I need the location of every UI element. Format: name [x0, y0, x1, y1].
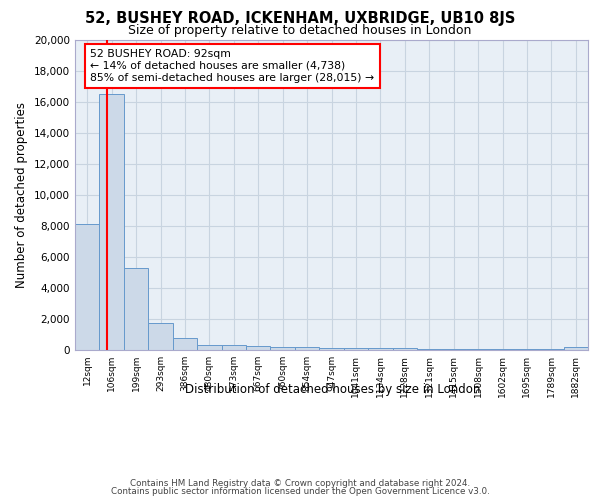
Text: Distribution of detached houses by size in London: Distribution of detached houses by size … — [185, 382, 481, 396]
Bar — [148, 323, 173, 350]
Bar — [490, 349, 515, 350]
Bar — [466, 349, 490, 350]
Bar — [344, 348, 368, 350]
Bar — [75, 224, 100, 350]
Bar — [417, 348, 442, 350]
Bar — [515, 349, 539, 350]
Text: Size of property relative to detached houses in London: Size of property relative to detached ho… — [128, 24, 472, 37]
Bar — [173, 338, 197, 350]
Bar — [392, 348, 417, 350]
Text: Contains HM Land Registry data © Crown copyright and database right 2024.: Contains HM Land Registry data © Crown c… — [130, 478, 470, 488]
Bar — [442, 349, 466, 350]
Bar — [124, 268, 148, 350]
Bar — [197, 344, 221, 350]
Bar — [319, 348, 344, 350]
Bar — [271, 347, 295, 350]
Bar — [368, 348, 392, 350]
Bar — [563, 347, 588, 350]
Text: Contains public sector information licensed under the Open Government Licence v3: Contains public sector information licen… — [110, 487, 490, 496]
Bar — [539, 349, 563, 350]
Bar — [221, 346, 246, 350]
Text: 52, BUSHEY ROAD, ICKENHAM, UXBRIDGE, UB10 8JS: 52, BUSHEY ROAD, ICKENHAM, UXBRIDGE, UB1… — [85, 11, 515, 26]
Text: 52 BUSHEY ROAD: 92sqm
← 14% of detached houses are smaller (4,738)
85% of semi-d: 52 BUSHEY ROAD: 92sqm ← 14% of detached … — [91, 50, 374, 82]
Bar — [246, 346, 271, 350]
Bar — [295, 348, 319, 350]
Y-axis label: Number of detached properties: Number of detached properties — [16, 102, 28, 288]
Bar — [100, 94, 124, 350]
